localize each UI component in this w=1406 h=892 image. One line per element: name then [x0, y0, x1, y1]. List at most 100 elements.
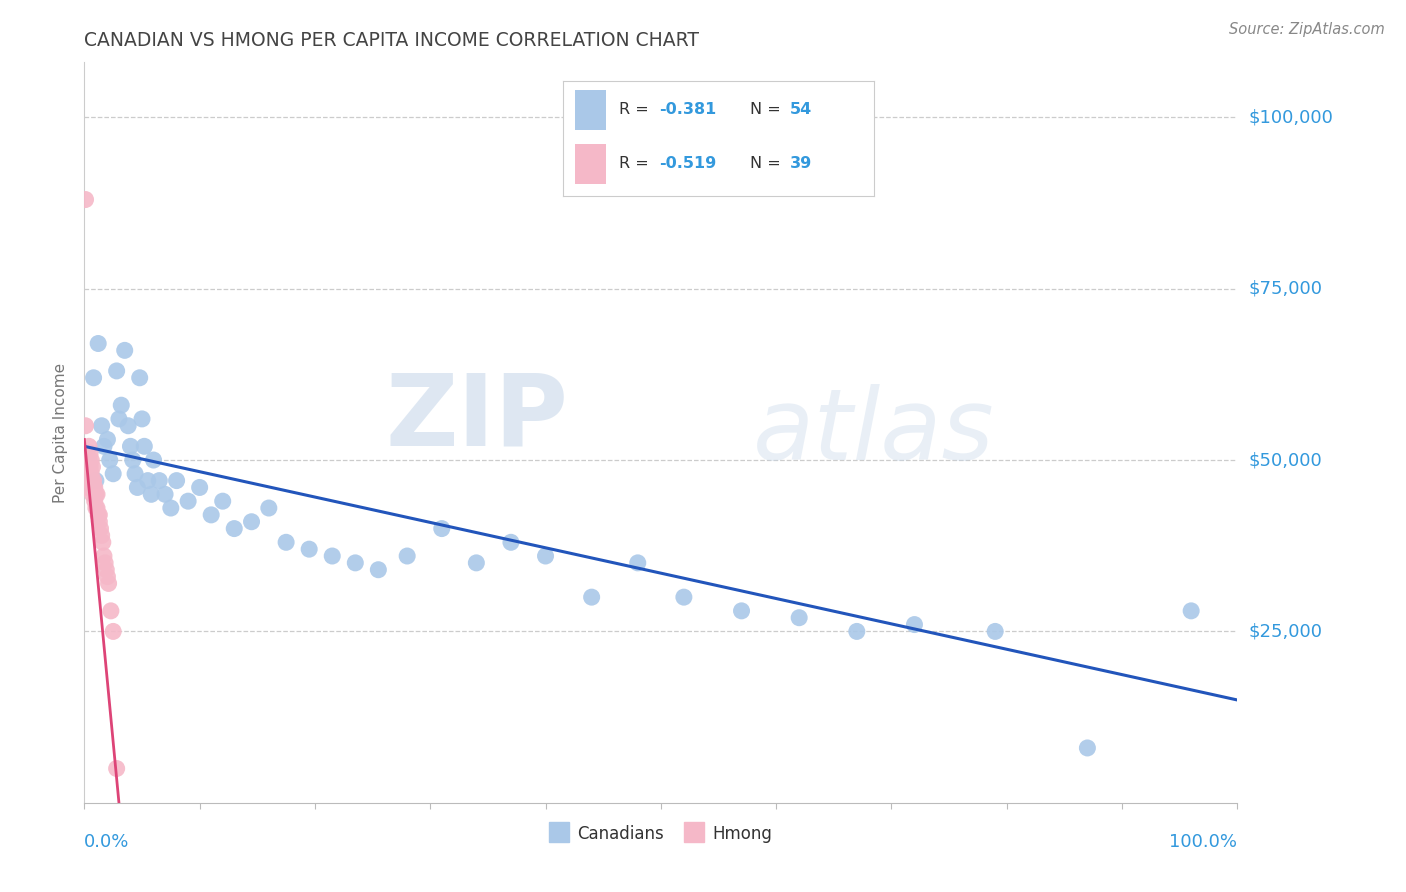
- Text: Source: ZipAtlas.com: Source: ZipAtlas.com: [1229, 22, 1385, 37]
- Point: [257, 501, 280, 516]
- Point: [627, 556, 650, 570]
- Point: [87, 508, 110, 522]
- Point: [984, 624, 1007, 639]
- Point: [83, 474, 105, 488]
- Point: [136, 474, 159, 488]
- Point: [96, 563, 118, 577]
- Point: [141, 487, 163, 501]
- Point: [131, 412, 153, 426]
- Point: [120, 439, 142, 453]
- Text: $25,000: $25,000: [1249, 623, 1323, 640]
- Point: [83, 494, 105, 508]
- Point: [87, 336, 110, 351]
- Point: [105, 762, 128, 776]
- Point: [98, 453, 121, 467]
- Point: [84, 501, 107, 516]
- Legend: Canadians, Hmong: Canadians, Hmong: [543, 819, 779, 850]
- Point: [108, 412, 131, 426]
- Point: [93, 439, 115, 453]
- Point: [903, 617, 925, 632]
- Point: [76, 474, 98, 488]
- Point: [672, 590, 695, 604]
- Point: [100, 604, 122, 618]
- Point: [91, 535, 114, 549]
- Point: [89, 515, 111, 529]
- Point: [298, 542, 321, 557]
- Point: [76, 467, 98, 481]
- Point: [103, 624, 124, 639]
- Point: [1076, 741, 1098, 756]
- Point: [121, 453, 143, 467]
- Point: [93, 549, 115, 563]
- Point: [90, 418, 112, 433]
- Point: [96, 569, 118, 583]
- Point: [224, 522, 246, 536]
- Point: [114, 343, 136, 358]
- Point: [188, 480, 211, 494]
- Point: [97, 576, 120, 591]
- Point: [89, 508, 111, 522]
- Point: [83, 480, 105, 494]
- Point: [117, 418, 139, 433]
- Point: [90, 528, 112, 542]
- Point: [730, 604, 752, 618]
- Point: [211, 494, 233, 508]
- Point: [76, 480, 98, 494]
- Point: [367, 563, 389, 577]
- Point: [430, 522, 453, 536]
- Point: [581, 590, 603, 604]
- Point: [82, 474, 104, 488]
- Point: [94, 556, 117, 570]
- Text: CANADIAN VS HMONG PER CAPITA INCOME CORRELATION CHART: CANADIAN VS HMONG PER CAPITA INCOME CORR…: [84, 30, 699, 50]
- Point: [80, 453, 103, 467]
- Point: [1180, 604, 1202, 618]
- Point: [465, 556, 488, 570]
- Point: [321, 549, 343, 563]
- Point: [86, 487, 108, 501]
- Point: [84, 487, 107, 501]
- Point: [79, 446, 101, 460]
- Point: [148, 474, 170, 488]
- Point: [396, 549, 419, 563]
- Point: [77, 453, 100, 467]
- Point: [276, 535, 298, 549]
- Point: [86, 501, 108, 516]
- Text: atlas: atlas: [754, 384, 994, 481]
- Point: [75, 193, 97, 207]
- Point: [76, 453, 98, 467]
- Point: [240, 515, 263, 529]
- Point: [83, 371, 105, 385]
- Point: [142, 453, 165, 467]
- Point: [499, 535, 522, 549]
- Point: [77, 439, 100, 453]
- Text: $75,000: $75,000: [1249, 280, 1323, 298]
- Text: 100.0%: 100.0%: [1170, 833, 1237, 851]
- Point: [177, 494, 200, 508]
- Point: [166, 474, 188, 488]
- Point: [787, 610, 810, 624]
- Point: [79, 459, 101, 474]
- Point: [127, 480, 149, 494]
- Y-axis label: Per Capita Income: Per Capita Income: [53, 362, 69, 503]
- Point: [153, 487, 176, 501]
- Point: [105, 364, 128, 378]
- Point: [200, 508, 222, 522]
- Point: [75, 418, 97, 433]
- Point: [84, 474, 107, 488]
- Point: [89, 522, 111, 536]
- Point: [80, 467, 103, 481]
- Point: [124, 467, 146, 481]
- Point: [82, 487, 104, 501]
- Text: $100,000: $100,000: [1249, 108, 1333, 127]
- Text: ZIP: ZIP: [385, 369, 568, 467]
- Point: [77, 467, 100, 481]
- Point: [128, 371, 150, 385]
- Point: [845, 624, 868, 639]
- Text: 0.0%: 0.0%: [84, 833, 129, 851]
- Point: [103, 467, 124, 481]
- Point: [134, 439, 156, 453]
- Point: [79, 474, 101, 488]
- Point: [534, 549, 557, 563]
- Point: [82, 459, 104, 474]
- Text: $50,000: $50,000: [1249, 451, 1322, 469]
